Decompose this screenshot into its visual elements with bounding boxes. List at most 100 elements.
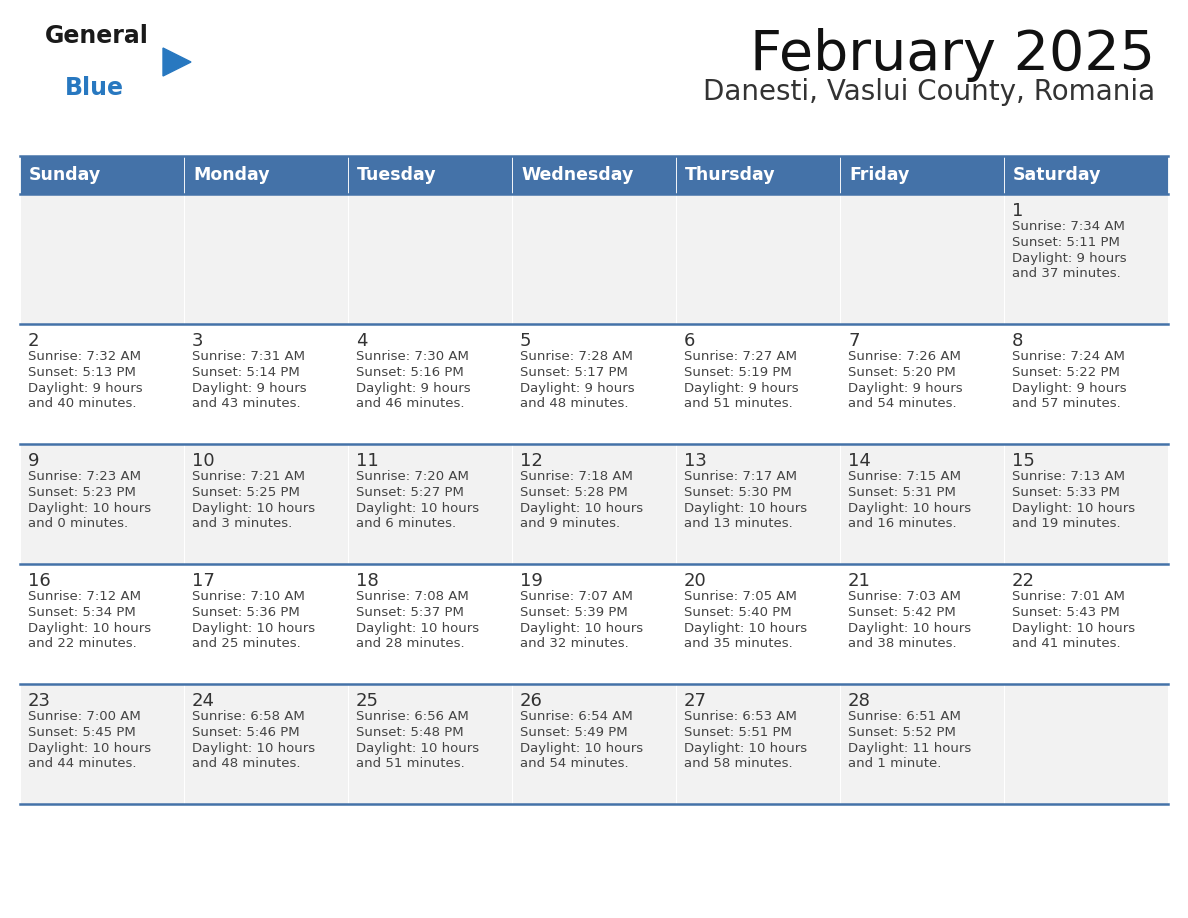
FancyBboxPatch shape bbox=[1004, 444, 1168, 564]
Text: Sunrise: 7:05 AM: Sunrise: 7:05 AM bbox=[684, 590, 797, 603]
Text: 28: 28 bbox=[848, 692, 871, 710]
FancyBboxPatch shape bbox=[184, 324, 348, 444]
Text: Sunrise: 7:10 AM: Sunrise: 7:10 AM bbox=[192, 590, 305, 603]
FancyBboxPatch shape bbox=[20, 324, 184, 444]
Text: Sunset: 5:48 PM: Sunset: 5:48 PM bbox=[356, 726, 463, 739]
Text: Sunset: 5:39 PM: Sunset: 5:39 PM bbox=[520, 606, 627, 619]
FancyBboxPatch shape bbox=[20, 444, 184, 564]
Text: Sunset: 5:17 PM: Sunset: 5:17 PM bbox=[520, 366, 628, 379]
Text: and 54 minutes.: and 54 minutes. bbox=[848, 397, 956, 410]
Text: Sunset: 5:20 PM: Sunset: 5:20 PM bbox=[848, 366, 956, 379]
FancyBboxPatch shape bbox=[20, 684, 184, 804]
Text: 9: 9 bbox=[29, 452, 39, 470]
FancyBboxPatch shape bbox=[348, 444, 512, 564]
Text: and 51 minutes.: and 51 minutes. bbox=[356, 757, 465, 770]
Text: Sunday: Sunday bbox=[29, 166, 101, 184]
FancyBboxPatch shape bbox=[512, 156, 676, 194]
Text: Daylight: 10 hours: Daylight: 10 hours bbox=[520, 622, 643, 635]
Text: and 16 minutes.: and 16 minutes. bbox=[848, 517, 956, 530]
Text: Sunrise: 7:13 AM: Sunrise: 7:13 AM bbox=[1012, 470, 1125, 483]
Text: Friday: Friday bbox=[849, 166, 909, 184]
Text: 26: 26 bbox=[520, 692, 543, 710]
Text: Sunset: 5:37 PM: Sunset: 5:37 PM bbox=[356, 606, 463, 619]
FancyBboxPatch shape bbox=[676, 564, 840, 684]
Text: Sunrise: 7:34 AM: Sunrise: 7:34 AM bbox=[1012, 220, 1125, 233]
Text: and 43 minutes.: and 43 minutes. bbox=[192, 397, 301, 410]
FancyBboxPatch shape bbox=[1004, 324, 1168, 444]
Text: Sunrise: 7:12 AM: Sunrise: 7:12 AM bbox=[29, 590, 141, 603]
FancyBboxPatch shape bbox=[676, 324, 840, 444]
Text: Sunrise: 7:20 AM: Sunrise: 7:20 AM bbox=[356, 470, 469, 483]
Text: Saturday: Saturday bbox=[1013, 166, 1101, 184]
FancyBboxPatch shape bbox=[840, 194, 1004, 324]
FancyBboxPatch shape bbox=[184, 156, 348, 194]
Text: 17: 17 bbox=[192, 572, 215, 590]
Text: and 38 minutes.: and 38 minutes. bbox=[848, 637, 956, 650]
FancyBboxPatch shape bbox=[676, 684, 840, 804]
Text: Sunrise: 7:24 AM: Sunrise: 7:24 AM bbox=[1012, 350, 1125, 363]
Text: Sunrise: 7:17 AM: Sunrise: 7:17 AM bbox=[684, 470, 797, 483]
FancyBboxPatch shape bbox=[20, 194, 184, 324]
Text: and 1 minute.: and 1 minute. bbox=[848, 757, 941, 770]
Text: 15: 15 bbox=[1012, 452, 1035, 470]
Text: 11: 11 bbox=[356, 452, 379, 470]
FancyBboxPatch shape bbox=[348, 684, 512, 804]
Text: and 28 minutes.: and 28 minutes. bbox=[356, 637, 465, 650]
Text: Sunset: 5:27 PM: Sunset: 5:27 PM bbox=[356, 486, 463, 499]
Text: Sunset: 5:31 PM: Sunset: 5:31 PM bbox=[848, 486, 956, 499]
Text: Daylight: 9 hours: Daylight: 9 hours bbox=[848, 382, 962, 395]
Text: Sunset: 5:49 PM: Sunset: 5:49 PM bbox=[520, 726, 627, 739]
Text: and 35 minutes.: and 35 minutes. bbox=[684, 637, 792, 650]
Text: Sunrise: 7:07 AM: Sunrise: 7:07 AM bbox=[520, 590, 633, 603]
Polygon shape bbox=[163, 48, 191, 76]
Text: Sunrise: 7:31 AM: Sunrise: 7:31 AM bbox=[192, 350, 305, 363]
FancyBboxPatch shape bbox=[184, 564, 348, 684]
Text: Daylight: 10 hours: Daylight: 10 hours bbox=[684, 622, 807, 635]
Text: and 46 minutes.: and 46 minutes. bbox=[356, 397, 465, 410]
FancyBboxPatch shape bbox=[512, 444, 676, 564]
FancyBboxPatch shape bbox=[840, 564, 1004, 684]
Text: and 13 minutes.: and 13 minutes. bbox=[684, 517, 792, 530]
Text: and 57 minutes.: and 57 minutes. bbox=[1012, 397, 1120, 410]
FancyBboxPatch shape bbox=[512, 324, 676, 444]
Text: Sunset: 5:42 PM: Sunset: 5:42 PM bbox=[848, 606, 956, 619]
Text: Daylight: 9 hours: Daylight: 9 hours bbox=[1012, 382, 1126, 395]
Text: Sunset: 5:16 PM: Sunset: 5:16 PM bbox=[356, 366, 463, 379]
Text: and 58 minutes.: and 58 minutes. bbox=[684, 757, 792, 770]
Text: Thursday: Thursday bbox=[685, 166, 776, 184]
Text: and 3 minutes.: and 3 minutes. bbox=[192, 517, 292, 530]
Text: 27: 27 bbox=[684, 692, 707, 710]
Text: Monday: Monday bbox=[192, 166, 270, 184]
Text: Sunset: 5:30 PM: Sunset: 5:30 PM bbox=[684, 486, 791, 499]
Text: Sunrise: 7:27 AM: Sunrise: 7:27 AM bbox=[684, 350, 797, 363]
Text: 1: 1 bbox=[1012, 202, 1023, 220]
Text: Sunrise: 7:23 AM: Sunrise: 7:23 AM bbox=[29, 470, 141, 483]
Text: Daylight: 10 hours: Daylight: 10 hours bbox=[356, 502, 479, 515]
Text: Sunset: 5:43 PM: Sunset: 5:43 PM bbox=[1012, 606, 1120, 619]
FancyBboxPatch shape bbox=[20, 564, 184, 684]
Text: and 32 minutes.: and 32 minutes. bbox=[520, 637, 628, 650]
FancyBboxPatch shape bbox=[348, 194, 512, 324]
Text: 24: 24 bbox=[192, 692, 215, 710]
Text: Sunrise: 7:15 AM: Sunrise: 7:15 AM bbox=[848, 470, 961, 483]
FancyBboxPatch shape bbox=[512, 684, 676, 804]
Text: and 6 minutes.: and 6 minutes. bbox=[356, 517, 456, 530]
FancyBboxPatch shape bbox=[184, 194, 348, 324]
Text: Daylight: 10 hours: Daylight: 10 hours bbox=[29, 502, 151, 515]
Text: 13: 13 bbox=[684, 452, 707, 470]
Text: Daylight: 9 hours: Daylight: 9 hours bbox=[684, 382, 798, 395]
Text: Sunset: 5:36 PM: Sunset: 5:36 PM bbox=[192, 606, 299, 619]
Text: Daylight: 10 hours: Daylight: 10 hours bbox=[356, 622, 479, 635]
Text: 14: 14 bbox=[848, 452, 871, 470]
Text: Daylight: 9 hours: Daylight: 9 hours bbox=[29, 382, 143, 395]
FancyBboxPatch shape bbox=[676, 194, 840, 324]
Text: 7: 7 bbox=[848, 332, 859, 350]
Text: Sunset: 5:51 PM: Sunset: 5:51 PM bbox=[684, 726, 792, 739]
Text: Daylight: 11 hours: Daylight: 11 hours bbox=[848, 742, 972, 755]
Text: Blue: Blue bbox=[65, 76, 124, 100]
Text: Daylight: 9 hours: Daylight: 9 hours bbox=[356, 382, 470, 395]
Text: 4: 4 bbox=[356, 332, 367, 350]
FancyBboxPatch shape bbox=[20, 156, 184, 194]
Text: and 41 minutes.: and 41 minutes. bbox=[1012, 637, 1120, 650]
Text: Sunrise: 7:30 AM: Sunrise: 7:30 AM bbox=[356, 350, 469, 363]
